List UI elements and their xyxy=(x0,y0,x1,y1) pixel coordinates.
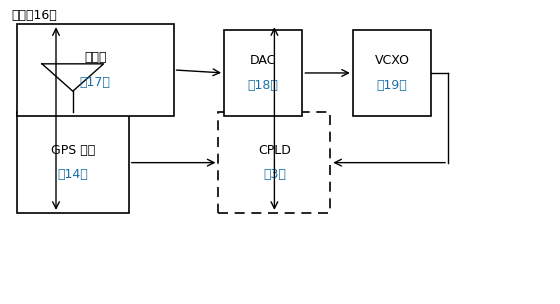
Text: GPS 模块: GPS 模块 xyxy=(50,144,95,157)
Text: （17）: （17） xyxy=(80,76,111,88)
Text: CPLD: CPLD xyxy=(258,144,291,157)
Bar xyxy=(353,30,431,116)
Bar xyxy=(224,30,302,116)
Bar xyxy=(17,24,174,116)
Text: 单片机: 单片机 xyxy=(84,51,106,64)
Bar xyxy=(218,112,330,213)
Text: 天线（16）: 天线（16） xyxy=(11,9,57,22)
Text: （19）: （19） xyxy=(377,79,407,92)
Text: （14）: （14） xyxy=(58,168,88,181)
Bar xyxy=(17,112,129,213)
Text: VCXO: VCXO xyxy=(375,54,409,67)
Text: DAC: DAC xyxy=(250,54,277,67)
Text: （18）: （18） xyxy=(248,79,279,92)
Text: （3）: （3） xyxy=(263,168,286,181)
